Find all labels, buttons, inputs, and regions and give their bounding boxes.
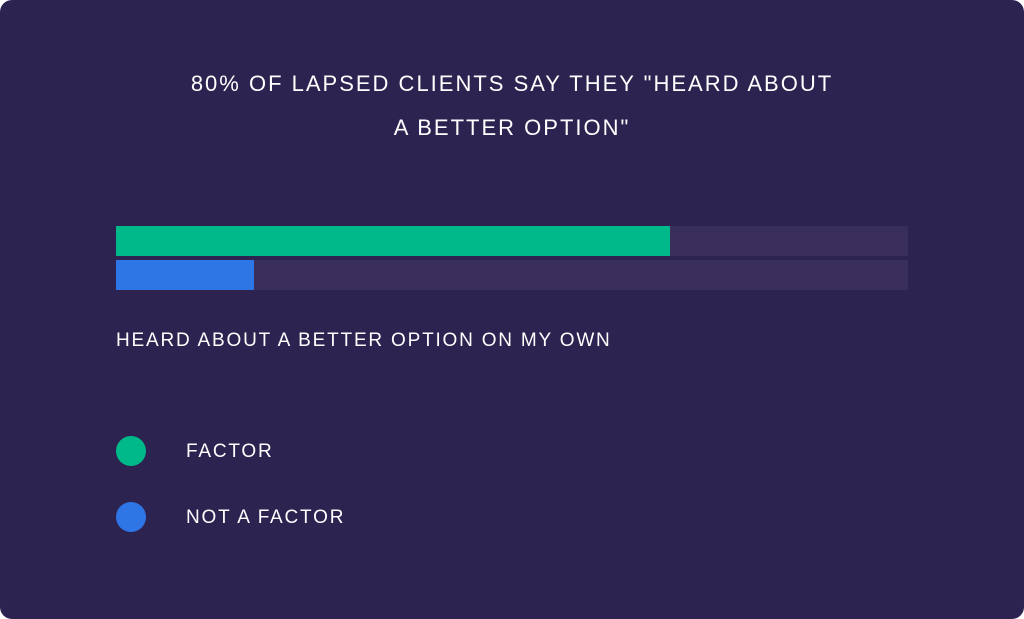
bar-track-factor [116, 226, 908, 256]
chart-title-line-2: A BETTER OPTION" [393, 115, 631, 140]
bar-track-not-a-factor [116, 260, 908, 290]
legend-label-not-a-factor: NOT A FACTOR [186, 507, 346, 528]
legend-label-factor: FACTOR [186, 441, 274, 462]
bar-factor [116, 226, 670, 256]
chart-title-line-1: 80% OF LAPSED CLIENTS SAY THEY "HEARD AB… [190, 71, 834, 96]
bar-not-a-factor [116, 260, 255, 290]
legend-dot-factor [116, 436, 146, 466]
legend-dot-not-a-factor [116, 502, 146, 532]
category-label: HEARD ABOUT A BETTER OPTION ON MY OWN [116, 330, 612, 351]
